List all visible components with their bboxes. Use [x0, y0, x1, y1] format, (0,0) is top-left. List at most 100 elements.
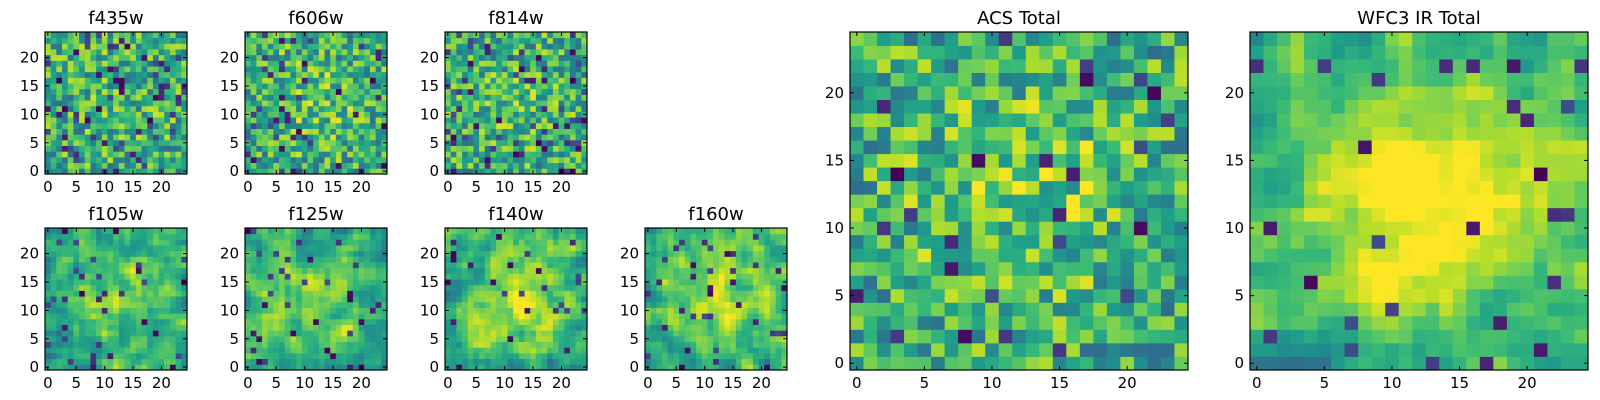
heatmap-cell — [552, 273, 559, 280]
heatmap-cell — [467, 32, 474, 39]
heatmap-cell — [656, 262, 663, 269]
heatmap-cell — [507, 54, 514, 61]
heatmap-cell — [1147, 261, 1162, 276]
heatmap-cell — [364, 168, 371, 175]
heatmap-cell — [296, 66, 303, 73]
heatmap-cell — [250, 66, 257, 73]
heatmap-cell — [564, 313, 571, 320]
heatmap-cell — [741, 262, 748, 269]
heatmap-cell — [130, 296, 137, 303]
heatmap-cell — [524, 105, 531, 112]
heatmap-cell — [467, 239, 474, 246]
heatmap-cell — [169, 37, 177, 44]
heatmap-cell — [931, 153, 946, 168]
heatmap-cell — [307, 301, 314, 308]
heatmap-cell — [535, 358, 542, 365]
heatmap-cell — [931, 356, 946, 371]
heatmap-cell — [569, 341, 577, 348]
heatmap-cell — [152, 228, 159, 235]
heatmap-cell — [1160, 194, 1175, 209]
heatmap-cell — [273, 156, 280, 164]
heatmap-cell — [375, 32, 382, 39]
x-tick-label: 20 — [352, 374, 371, 392]
heatmap-cell — [530, 60, 537, 67]
heatmap-cell — [324, 162, 331, 169]
heatmap-cell — [518, 139, 525, 146]
heatmap-cell — [313, 162, 320, 169]
heatmap-cell — [764, 324, 771, 331]
heatmap-cell — [467, 49, 474, 56]
heatmap-cell — [307, 162, 314, 169]
heatmap-cell — [175, 134, 182, 141]
heatmap-cell — [341, 313, 348, 320]
heatmap-cell — [130, 279, 137, 286]
heatmap-cell — [456, 128, 463, 135]
heatmap-cell — [564, 267, 571, 274]
heatmap-cell — [1160, 275, 1175, 290]
heatmap-cell — [456, 60, 463, 67]
heatmap-cell — [152, 128, 159, 135]
heatmap-cell — [152, 335, 159, 342]
heatmap-cell — [507, 284, 514, 291]
heatmap-cell — [313, 250, 320, 257]
heatmap-cell — [90, 250, 97, 257]
heatmap-cell — [501, 296, 508, 303]
heatmap-cell — [175, 245, 182, 252]
heatmap-cell — [713, 330, 720, 337]
heatmap-cell — [318, 122, 325, 129]
heatmap-cell — [262, 145, 269, 152]
heatmap-cell — [164, 145, 171, 152]
heatmap-cell — [45, 233, 52, 240]
heatmap-cell — [1025, 194, 1040, 209]
heatmap-cell — [707, 284, 714, 291]
heatmap-cell — [558, 335, 565, 342]
heatmap-cell — [575, 273, 582, 280]
heatmap-cell — [569, 83, 577, 90]
heatmap-cell — [50, 307, 57, 314]
heatmap-cell — [547, 267, 554, 274]
heatmap-cell — [518, 330, 525, 337]
heatmap-cell — [673, 284, 680, 291]
heatmap-cell — [575, 250, 582, 257]
heatmap-cell — [479, 60, 486, 67]
heatmap-cell — [107, 250, 114, 257]
heatmap-cell — [245, 239, 252, 246]
heatmap-cell — [931, 207, 946, 222]
heatmap-cell — [707, 352, 714, 360]
heatmap-cell — [684, 279, 691, 286]
heatmap-cell — [1066, 329, 1081, 344]
heatmap-cell — [158, 122, 165, 129]
heatmap-cell — [369, 256, 377, 263]
heatmap-cell — [890, 356, 905, 371]
heatmap-cell — [284, 37, 291, 44]
heatmap-cell — [781, 267, 788, 274]
heatmap-cell — [662, 341, 669, 348]
heatmap-cell — [718, 364, 725, 371]
heatmap-cell — [375, 239, 382, 246]
heatmap-cell — [158, 307, 165, 314]
heatmap-cell — [667, 245, 674, 252]
heatmap-cell — [375, 54, 382, 61]
heatmap-cell — [518, 267, 525, 274]
heatmap-cell — [284, 156, 291, 164]
heatmap-cell — [673, 313, 680, 320]
heatmap-cell — [541, 267, 548, 274]
heatmap-cell — [575, 122, 582, 129]
heatmap-cell — [113, 307, 120, 314]
heatmap-cell — [152, 100, 159, 107]
heatmap-cell — [535, 83, 542, 90]
heatmap-cell — [152, 256, 159, 263]
heatmap-cell — [1147, 234, 1162, 249]
heatmap-cell — [524, 330, 531, 337]
heatmap-cell — [690, 233, 697, 240]
heatmap-cell — [569, 262, 577, 269]
heatmap-cell — [747, 307, 754, 314]
heatmap-cell — [501, 284, 508, 291]
heatmap-cell — [541, 307, 548, 314]
heatmap-cell — [313, 296, 320, 303]
heatmap-cell — [364, 267, 371, 274]
heatmap-cell — [381, 66, 388, 73]
heatmap-cell — [245, 37, 252, 44]
heatmap-cell — [575, 60, 582, 67]
